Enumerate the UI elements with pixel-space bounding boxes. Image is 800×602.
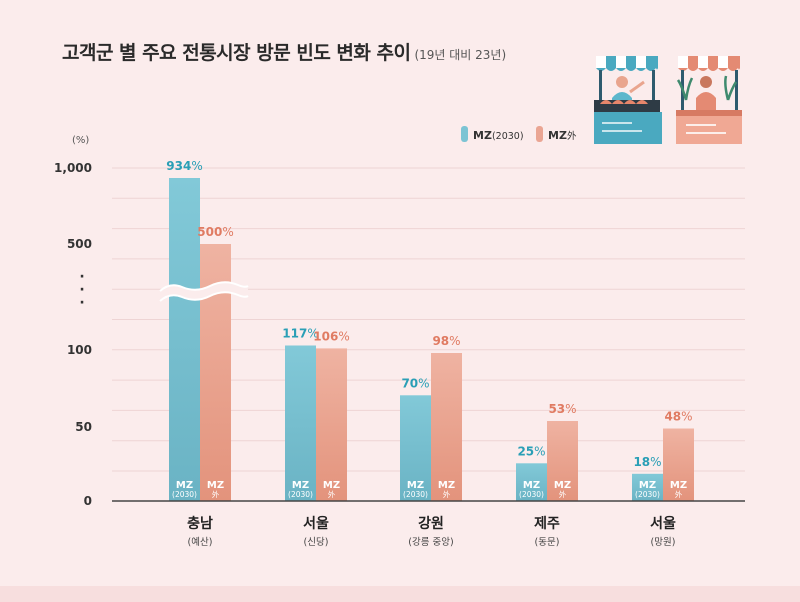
bar-inner-label: MZ: [438, 480, 455, 491]
legend-swatch: [461, 126, 468, 142]
bar-value-label: 25%: [517, 444, 545, 458]
bar-inner-label: MZ: [639, 480, 656, 491]
bar-inner-sublabel: (2030): [635, 490, 660, 499]
bar-value-label: 70%: [401, 376, 429, 390]
bar-value-label: 500%: [197, 225, 233, 239]
bar-value-label: 98%: [432, 334, 460, 348]
bar: [547, 421, 578, 501]
labels-group: 934%MZ(2030)500%MZ外충남(예산)117%MZ(2030)106…: [166, 159, 692, 548]
y-break-mark: ·: [79, 295, 84, 311]
bar-value-label: 48%: [664, 410, 692, 424]
x-category-label: 서울: [650, 515, 676, 532]
bar-inner-label: MZ: [176, 480, 193, 491]
bar-value-label: 53%: [548, 402, 576, 416]
x-category-sublabel: (예산): [188, 537, 213, 548]
x-category-sublabel: (망원): [651, 537, 676, 548]
bar: [632, 473, 663, 501]
bar-value-label: 106%: [313, 329, 349, 343]
bar-inner-label: MZ: [207, 480, 224, 491]
axis-break-line: [159, 281, 249, 292]
x-category-sublabel: (신당): [304, 537, 329, 548]
bar: [431, 353, 462, 501]
bar-inner-sublabel: (2030): [403, 490, 428, 499]
y-break-mark: ·: [79, 282, 84, 298]
legend: MZ(2030) MZ外: [461, 126, 577, 142]
x-category-label: 강원: [418, 515, 444, 532]
bar-inner-label: MZ: [554, 480, 571, 491]
bar: [169, 178, 200, 501]
bar: [663, 428, 694, 501]
axis-break-line: [159, 291, 249, 302]
bottom-band: [0, 586, 800, 602]
x-category-label: 제주: [534, 516, 560, 532]
bar-inner-label: MZ: [407, 480, 424, 491]
bar-value-label: 934%: [166, 159, 202, 173]
bars-group: [159, 178, 694, 502]
y-tick-label: 500: [67, 237, 92, 251]
bar-inner-label: MZ: [323, 480, 340, 491]
legend-label: MZ(2030): [473, 129, 524, 142]
bar-inner-sublabel: 外: [328, 489, 336, 499]
bar-value-label: 18%: [633, 455, 661, 469]
bar-inner-sublabel: (2030): [519, 490, 544, 499]
chart-title: 고객군 별 주요 전통시장 방문 빈도 변화 추이: [62, 42, 411, 64]
x-category-label: 충남: [187, 515, 213, 532]
bar: [400, 395, 431, 501]
legend-label: MZ外: [548, 129, 577, 142]
bar-inner-sublabel: (2030): [288, 490, 313, 499]
bar-inner-sublabel: 外: [443, 489, 451, 499]
y-break-mark: ·: [79, 269, 84, 285]
market-stall-illustration-left: [594, 56, 662, 144]
bar: [316, 348, 347, 501]
y-tick-label: 1,000: [54, 161, 92, 175]
bar: [516, 463, 547, 502]
y-unit-label: (%): [72, 135, 89, 146]
market-stall-illustration-right: [676, 56, 742, 144]
x-category-sublabel: (동문): [535, 537, 560, 548]
bar-inner-sublabel: 外: [675, 489, 683, 499]
x-category-label: 서울: [303, 515, 329, 532]
legend-swatch: [536, 126, 543, 142]
x-category-sublabel: (강릉 중앙): [408, 536, 453, 548]
bar-inner-label: MZ: [292, 480, 309, 491]
y-tick-label: 100: [67, 343, 92, 357]
bar-inner-sublabel: 外: [559, 489, 567, 499]
bar-inner-sublabel: (2030): [172, 490, 197, 499]
chart-subtitle: (19년 대비 23년): [414, 48, 507, 62]
bar: [285, 345, 316, 501]
bar-value-label: 117%: [282, 327, 318, 341]
y-tick-label: 0: [84, 494, 92, 508]
bar-inner-sublabel: 外: [212, 489, 220, 499]
bar-inner-label: MZ: [523, 480, 540, 491]
y-tick-label: 50: [75, 420, 92, 434]
chart-title-block: 고객군 별 주요 전통시장 방문 빈도 변화 추이 (19년 대비 23년): [62, 38, 506, 65]
bar-inner-label: MZ: [670, 480, 687, 491]
